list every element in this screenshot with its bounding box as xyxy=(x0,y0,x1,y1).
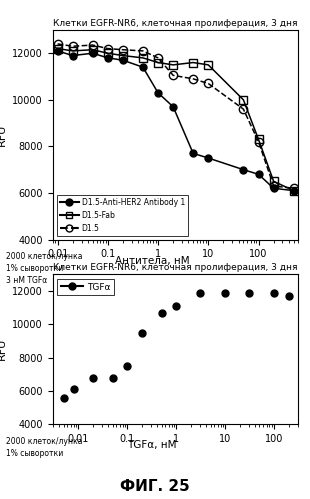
Text: TGFα, нМ: TGFα, нМ xyxy=(127,440,177,450)
Legend: TGFα: TGFα xyxy=(57,279,114,295)
Y-axis label: RFU: RFU xyxy=(0,338,7,360)
Y-axis label: RFU: RFU xyxy=(0,124,7,146)
Legend: D1.5-Anti-HER2 Antibody 1, D1.5-Fab, D1.5: D1.5-Anti-HER2 Antibody 1, D1.5-Fab, D1.… xyxy=(56,195,188,236)
Text: Антитела, нМ: Антитела, нМ xyxy=(115,256,189,266)
Text: 2000 клеток/лунка
1% сыворотки: 2000 клеток/лунка 1% сыворотки xyxy=(6,437,83,458)
Text: ФИГ. 25: ФИГ. 25 xyxy=(120,479,190,494)
Title: Клетки EGFR-NR6, клеточная пролиферация, 3 дня: Клетки EGFR-NR6, клеточная пролиферация,… xyxy=(53,263,297,272)
Title: Клетки EGFR-NR6, клеточная пролиферация, 3 дня: Клетки EGFR-NR6, клеточная пролиферация,… xyxy=(53,19,297,28)
Text: 2000 клеток/лунка
1% сыворотки
3 нМ TGFα: 2000 клеток/лунка 1% сыворотки 3 нМ TGFα xyxy=(6,252,83,284)
